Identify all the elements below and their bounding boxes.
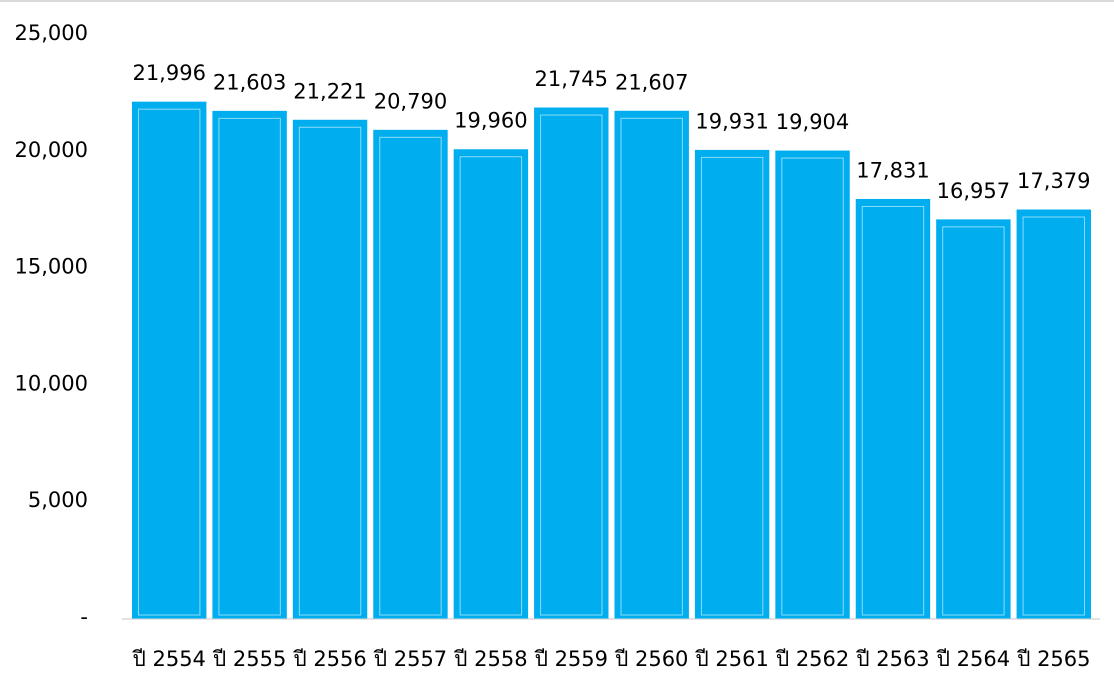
y-tick-label: 20,000 bbox=[15, 138, 88, 162]
bar-inner-edge bbox=[781, 157, 844, 616]
y-tick-label: 25,000 bbox=[15, 21, 88, 45]
bar-inner-edge bbox=[700, 156, 764, 616]
data-label: 19,904 bbox=[776, 110, 849, 134]
data-label: 21,607 bbox=[615, 70, 688, 94]
bar bbox=[212, 110, 287, 619]
x-tick-label: ปี 2558 bbox=[453, 647, 527, 671]
bar-inner-edge bbox=[942, 226, 1005, 616]
bar bbox=[373, 129, 448, 619]
x-tick-label: ปี 2565 bbox=[1016, 647, 1090, 671]
bars bbox=[132, 101, 1091, 619]
bar bbox=[694, 149, 770, 619]
bar-inner-edge bbox=[861, 205, 925, 616]
bar-inner-edge bbox=[620, 117, 683, 616]
y-tick-label: 10,000 bbox=[15, 371, 88, 395]
bar-inner-edge bbox=[540, 114, 603, 616]
x-tick-label: ปี 2559 bbox=[534, 647, 608, 671]
x-tick-label: ปี 2562 bbox=[775, 647, 849, 671]
data-label: 21,221 bbox=[293, 79, 366, 103]
bar bbox=[855, 198, 931, 619]
y-tick-label: - bbox=[80, 605, 88, 629]
x-tick-label: ปี 2557 bbox=[373, 647, 447, 671]
bar-inner-edge bbox=[218, 117, 281, 616]
data-label: 21,603 bbox=[213, 70, 286, 94]
bar bbox=[132, 101, 207, 619]
data-label: 19,931 bbox=[695, 109, 768, 133]
data-label: 16,957 bbox=[937, 179, 1010, 203]
x-tick-label: ปี 2564 bbox=[936, 647, 1010, 671]
bar bbox=[534, 107, 609, 619]
bar bbox=[775, 150, 850, 619]
x-axis: ปี 2554 ปี 2555 ปี 2556 ปี 2557 ปี 2558 ปี 25… bbox=[132, 647, 1091, 671]
bar bbox=[292, 119, 368, 619]
bar-inner-edge bbox=[379, 136, 442, 616]
bar bbox=[1016, 209, 1091, 619]
chart-frame-top-border bbox=[0, 0, 1114, 2]
bar bbox=[614, 110, 689, 619]
x-tick-label: ปี 2561 bbox=[695, 647, 769, 671]
data-label: 17,831 bbox=[856, 158, 929, 182]
bar-inner-edge bbox=[298, 126, 362, 616]
x-tick-label: ปี 2563 bbox=[856, 647, 930, 671]
data-label: 21,745 bbox=[535, 67, 608, 91]
x-tick-label: ปี 2554 bbox=[132, 647, 206, 671]
x-tick-label: ปี 2560 bbox=[614, 647, 688, 671]
data-label: 17,379 bbox=[1017, 169, 1090, 193]
x-tick-label: ปี 2556 bbox=[293, 647, 367, 671]
data-labels: 21,996 21,603 21,221 20,790 19,960 21,745 21,6… bbox=[132, 61, 1090, 203]
data-label: 21,996 bbox=[132, 61, 205, 85]
y-tick-label: 15,000 bbox=[15, 255, 88, 279]
data-label: 19,960 bbox=[454, 109, 527, 133]
y-tick-label: 5,000 bbox=[28, 488, 88, 512]
data-label: 20,790 bbox=[374, 89, 447, 113]
bar-inner-edge bbox=[459, 156, 523, 616]
bar bbox=[453, 149, 529, 619]
x-tick-label: ปี 2555 bbox=[212, 647, 286, 671]
y-axis: - 5,000 10,000 15,000 20,000 25,000 bbox=[15, 21, 88, 629]
bar bbox=[936, 219, 1011, 619]
bar-inner-edge bbox=[1022, 216, 1085, 616]
bar-inner-edge bbox=[138, 108, 201, 616]
